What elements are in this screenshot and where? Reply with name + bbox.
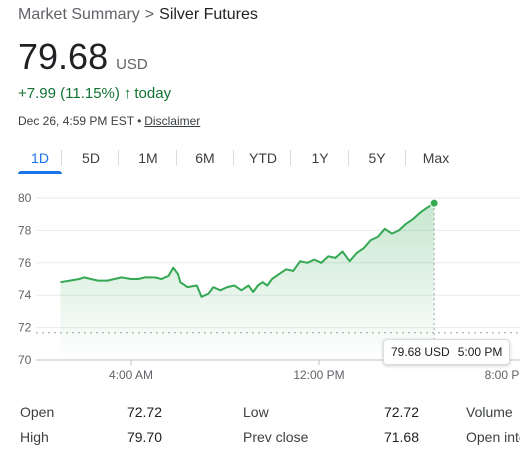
tab-ytd[interactable]: YTD [244,146,282,174]
tab-divider [290,150,291,166]
tab-5y[interactable]: 5Y [361,146,393,174]
meta-separator: • [137,114,142,128]
stat-high-label: High [20,429,49,445]
stat-volume-label: Volume [466,404,513,420]
tab-divider [348,150,349,166]
y-tick-label: 76 [18,256,32,270]
tab-divider [118,150,119,166]
tab-divider [61,150,62,166]
price-change: +7.99 (11.15%) ↑ today [18,85,171,102]
x-tick-label: 8:00 PM [485,368,520,382]
stat-open-value: 72.72 [126,404,162,420]
stat-low-label: Low [243,404,269,420]
breadcrumb: Market Summary > Silver Futures [18,5,258,25]
y-tick-label: 80 [18,191,32,205]
y-tick-label: 78 [18,223,32,237]
breadcrumb-current: Silver Futures [159,6,258,23]
tab-max-label: Max [422,150,450,166]
tab-6m[interactable]: 6M [189,146,221,174]
change-value: +7.99 (11.15%) [18,85,120,102]
tab-1d[interactable]: 1D [18,146,62,174]
tab-1y[interactable]: 1Y [304,146,336,174]
breadcrumb-separator: > [144,6,155,23]
tab-5y-label: 5Y [368,150,386,166]
y-tick-label: 74 [18,288,32,302]
quote-meta: Dec 26, 4:59 PM EST • Disclaimer [18,114,200,128]
arrow-up-icon: ↑ [123,85,132,102]
y-tick-label: 70 [18,353,32,367]
tab-5d-label: 5D [82,150,100,166]
tab-ytd-label: YTD [249,150,277,166]
disclaimer-link[interactable]: Disclaimer [144,114,201,128]
tab-divider [405,150,406,166]
quote-timestamp: Dec 26, 4:59 PM EST [18,114,135,128]
stat-prev-close-value: 71.68 [383,429,419,445]
price-chart[interactable]: 80 78 76 74 72 70 4:00 AM 12:00 PM 8:00 PM [0,180,520,390]
tab-5d[interactable]: 5D [75,146,107,174]
price-currency: USD [116,56,148,73]
price-area-fill [60,203,435,360]
stat-high-value: 79.70 [126,429,162,445]
tab-6m-label: 6M [195,150,215,166]
stat-open-label: Open [20,404,55,420]
y-tick-label: 72 [18,321,32,335]
tab-1d-label: 1D [31,150,49,166]
stat-open-interest-label: Open interest [466,429,520,445]
tab-divider [233,150,234,166]
tooltip-time: 5:00 PM [457,345,503,359]
tab-1y-label: 1Y [311,150,329,166]
x-tick-label: 4:00 AM [109,368,153,382]
tooltip-value: 79.68 USD [391,345,450,359]
tab-max[interactable]: Max [418,146,454,174]
chart-tooltip: 79.68 USD 5:00 PM [383,339,511,365]
stat-prev-close-label: Prev close [243,429,309,445]
tab-1m-label: 1M [138,150,158,166]
last-price-point [429,198,439,208]
current-price: 79.68 [18,36,109,77]
time-range-tabs: 1D 5D 1M 6M YTD 1Y 5Y Max [0,146,520,174]
change-period: today [134,85,172,102]
stat-low-value: 72.72 [383,404,419,420]
price-line [60,202,435,298]
breadcrumb-root-link[interactable]: Market Summary [18,6,140,23]
stats-table: Open 72.72 High 79.70 Low 72.72 Prev clo… [0,400,520,466]
tab-1m[interactable]: 1M [132,146,164,174]
price-row: 79.68 USD [18,36,148,78]
tab-divider [176,150,177,166]
x-tick-label: 12:00 PM [293,368,344,382]
